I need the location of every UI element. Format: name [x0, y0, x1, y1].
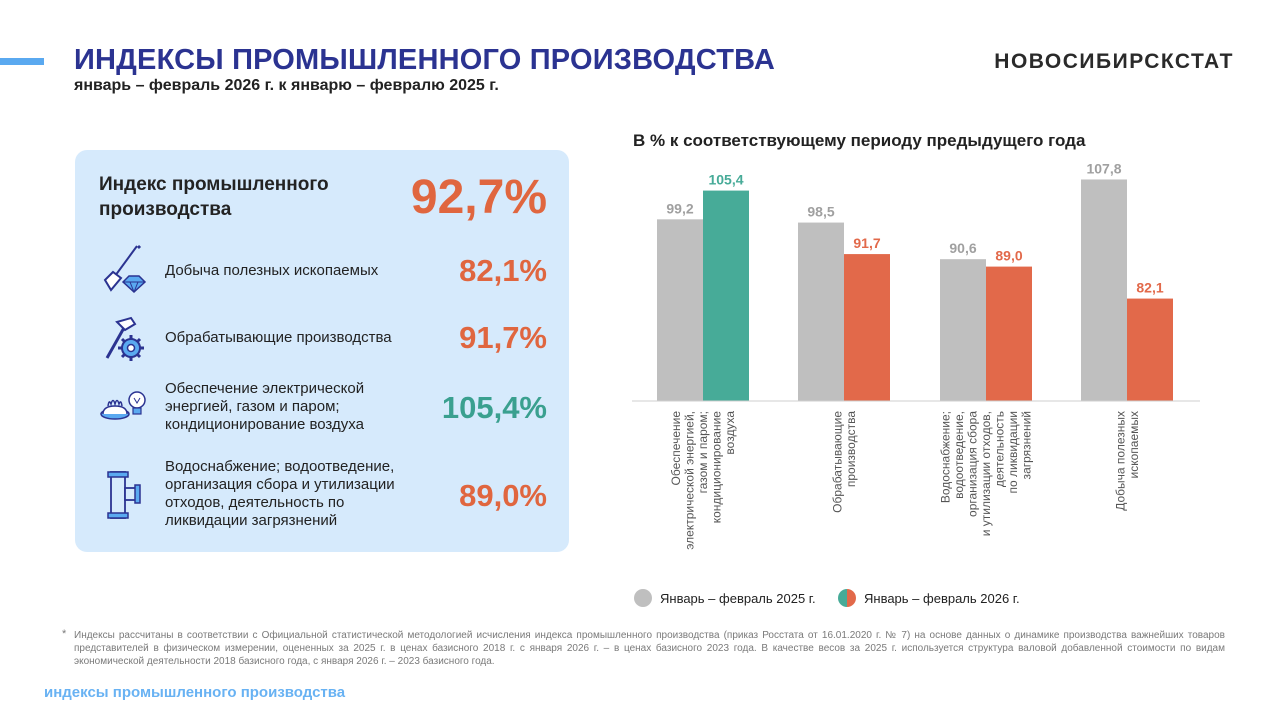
footnote-text: Индексы рассчитаны в соответствии с Офиц…	[74, 630, 1225, 667]
bar-2026-3	[1127, 298, 1173, 401]
category-label: Водоснабжение; водоотведение, организация …	[939, 411, 1034, 537]
bar-value-label: 90,6	[949, 240, 976, 256]
category-label-line: Водоснабжение;	[939, 411, 953, 503]
page-subtitle: январь – февраль 2026 г. к январю – февр…	[74, 77, 499, 94]
main-index-label: Индекс промышленного производства	[99, 174, 329, 220]
category-label-line: газом и паром;	[696, 411, 710, 493]
category-label-line: производства	[844, 411, 858, 487]
sector-value-water: 89,0%	[459, 478, 547, 513]
legend-label-2026: Январь – февраль 2026 г.	[864, 591, 1020, 606]
sector-label-mining: Добыча полезных ископаемых	[165, 262, 379, 279]
category-label-line: кондиционирование	[710, 411, 724, 524]
legend-marker-orange-teal	[838, 589, 856, 607]
bar-2025-2	[940, 259, 986, 401]
category-label: Добыча полезных ископаемых	[1113, 411, 1141, 511]
category-label-line: по ликвидации	[1006, 411, 1020, 494]
bar-value-label: 89,0	[995, 248, 1022, 264]
bar-value-label: 105,4	[708, 172, 743, 188]
legend-marker-grey	[634, 589, 652, 607]
category-label-line: ископаемых	[1127, 411, 1141, 478]
category-label-line: Добыча полезных	[1113, 411, 1127, 511]
footnote: * Индексы рассчитаны в соответствии с Оф…	[62, 628, 1225, 668]
sector-label-water: Водоснабжение; водоотведение, организаци…	[165, 458, 395, 529]
category-label-line: и утилизации отходов,	[979, 411, 993, 536]
bar-2026-0	[703, 190, 749, 401]
category-label-line: Обрабатывающие	[830, 411, 844, 513]
bar-value-label: 99,2	[666, 200, 693, 216]
sector-value-energy: 105,4%	[441, 390, 547, 425]
sector-row-energy: Обеспечение электрической энергией, газо…	[99, 378, 547, 438]
category-label: Обеспечение электрической энергией, газом …	[669, 411, 737, 550]
shovel-diamond-icon	[99, 244, 147, 294]
category-label-line: Обеспечение	[669, 411, 683, 486]
chart-title: В % к соответствующему периоду предыдуще…	[633, 131, 1086, 150]
category-label-line: деятельность	[993, 411, 1007, 487]
brand-logo-text: НОВОСИБИРСКСТАТ	[994, 50, 1234, 73]
category-label-line: организация сбора	[966, 411, 980, 517]
bar-value-label: 98,5	[807, 204, 834, 220]
sector-row-manufacturing: Обрабатывающие производства 91,7%	[99, 310, 547, 366]
main-index-value: 92,7%	[410, 171, 547, 224]
pipe-icon	[99, 470, 147, 519]
sector-label-energy: Обеспечение электрической энергией, газо…	[165, 380, 365, 433]
bar-chart: 99,2 105,4 Обеспечение электрической энерги…	[632, 160, 1200, 550]
bar-value-label: 91,7	[853, 235, 880, 251]
page-title: ИНДЕКСЫ ПРОМЫШЛЕННОГО ПРОИЗВОДСТВА	[74, 44, 775, 76]
bar-2026-2	[986, 266, 1032, 401]
gas-flame-lightbulb-icon	[99, 384, 147, 432]
bar-2025-0	[657, 219, 703, 401]
category-label-line: водоотведение,	[952, 411, 966, 499]
bar-2025-3	[1081, 179, 1127, 401]
sector-row-water: Водоснабжение; водоотведение, организаци…	[99, 456, 547, 536]
category-label-line: воздуха	[723, 411, 737, 455]
category-label: Обрабатывающие производства	[830, 411, 858, 513]
sector-value-mining: 82,1%	[459, 253, 547, 288]
footer-section-tag: индексы промышленного производства	[44, 684, 346, 701]
sector-row-mining: Добыча полезных ископаемых 82,1%	[99, 242, 547, 298]
bar-value-label: 107,8	[1086, 160, 1121, 176]
footnote-star: *	[62, 628, 67, 640]
category-label-line: электрической энергией,	[683, 411, 697, 550]
sector-label-manufacturing: Обрабатывающие производства	[165, 329, 392, 346]
bar-2026-1	[844, 254, 890, 401]
bar-2025-1	[798, 222, 844, 401]
sector-value-manufacturing: 91,7%	[459, 320, 547, 355]
hammer-gear-icon	[99, 314, 147, 362]
accent-line	[0, 58, 44, 65]
bar-value-label: 82,1	[1136, 280, 1163, 296]
category-label-line: загрязнений	[1020, 411, 1034, 479]
legend-label-2025: Январь – февраль 2025 г.	[660, 591, 816, 606]
summary-panel: Индекс промышленного производства 92,7% …	[75, 150, 569, 552]
